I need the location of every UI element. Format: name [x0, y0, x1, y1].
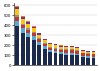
- Bar: [70, 53, 74, 55]
- Bar: [75, 51, 79, 54]
- Bar: [75, 47, 79, 48]
- Bar: [59, 46, 63, 47]
- Bar: [48, 48, 52, 50]
- Bar: [54, 51, 57, 53]
- Bar: [75, 54, 79, 55]
- Bar: [86, 54, 90, 56]
- Bar: [64, 49, 68, 50]
- Bar: [75, 55, 79, 65]
- Bar: [21, 28, 25, 33]
- Bar: [64, 53, 68, 55]
- Bar: [48, 43, 52, 44]
- Bar: [16, 6, 19, 7]
- Bar: [70, 49, 74, 50]
- Bar: [75, 48, 79, 50]
- Bar: [59, 47, 63, 49]
- Bar: [59, 45, 63, 46]
- Bar: [37, 42, 41, 45]
- Bar: [37, 45, 41, 65]
- Bar: [64, 47, 68, 49]
- Bar: [16, 15, 19, 17]
- Bar: [92, 58, 96, 65]
- Bar: [32, 33, 36, 36]
- Bar: [92, 51, 96, 52]
- Bar: [54, 53, 57, 65]
- Bar: [26, 24, 30, 28]
- Bar: [16, 9, 19, 15]
- Bar: [48, 50, 52, 52]
- Bar: [54, 45, 57, 48]
- Bar: [86, 51, 90, 52]
- Bar: [32, 28, 36, 32]
- Bar: [37, 38, 41, 39]
- Bar: [70, 50, 74, 53]
- Bar: [59, 54, 63, 65]
- Bar: [86, 52, 90, 53]
- Bar: [26, 37, 30, 65]
- Bar: [37, 35, 41, 38]
- Bar: [21, 16, 25, 17]
- Bar: [81, 53, 85, 56]
- Bar: [81, 56, 85, 57]
- Bar: [26, 28, 30, 30]
- Bar: [16, 17, 19, 21]
- Bar: [59, 49, 63, 50]
- Bar: [43, 44, 47, 46]
- Bar: [86, 58, 90, 65]
- Bar: [59, 50, 63, 52]
- Bar: [92, 54, 96, 57]
- Bar: [43, 39, 47, 40]
- Bar: [32, 40, 36, 65]
- Bar: [59, 52, 63, 54]
- Bar: [16, 7, 19, 9]
- Bar: [21, 25, 25, 28]
- Bar: [54, 49, 57, 51]
- Bar: [54, 48, 57, 49]
- Bar: [64, 55, 68, 65]
- Bar: [48, 47, 52, 48]
- Bar: [16, 21, 19, 26]
- Bar: [32, 32, 36, 33]
- Bar: [48, 44, 52, 47]
- Bar: [70, 46, 74, 47]
- Bar: [75, 50, 79, 51]
- Bar: [43, 49, 47, 65]
- Bar: [92, 52, 96, 54]
- Bar: [43, 43, 47, 44]
- Bar: [32, 26, 36, 27]
- Bar: [26, 30, 30, 33]
- Bar: [81, 51, 85, 53]
- Bar: [48, 52, 52, 65]
- Bar: [86, 53, 90, 54]
- Bar: [26, 33, 30, 37]
- Bar: [54, 44, 57, 45]
- Bar: [37, 33, 41, 35]
- Bar: [26, 21, 30, 22]
- Bar: [81, 57, 85, 65]
- Bar: [16, 26, 19, 65]
- Bar: [21, 33, 25, 65]
- Bar: [32, 36, 36, 40]
- Bar: [70, 47, 74, 49]
- Bar: [70, 55, 74, 65]
- Bar: [64, 46, 68, 47]
- Bar: [21, 24, 25, 25]
- Bar: [21, 17, 25, 19]
- Bar: [92, 57, 96, 58]
- Bar: [81, 50, 85, 51]
- Bar: [86, 56, 90, 58]
- Bar: [64, 50, 68, 53]
- Bar: [32, 27, 36, 28]
- Bar: [26, 22, 30, 24]
- Bar: [43, 46, 47, 49]
- Bar: [21, 19, 25, 24]
- Bar: [37, 39, 41, 42]
- Bar: [43, 40, 47, 43]
